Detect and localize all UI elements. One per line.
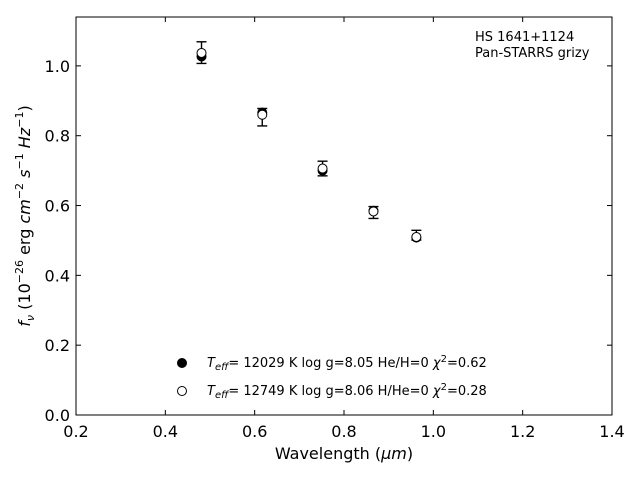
x-axis-ticks: 0.2 0.4 0.6 0.8 1.0 1.2 1.4 — [63, 17, 625, 441]
annotation-survey: Pan-STARRS grizy — [475, 46, 590, 61]
point-open — [196, 47, 207, 58]
x-tick-label: 0.4 — [153, 422, 178, 441]
point-open — [317, 163, 328, 174]
x-tick-label: 1.4 — [599, 422, 624, 441]
x-axis-title: Wavelength (μm) — [275, 444, 413, 463]
legend-marker-filled — [177, 358, 187, 368]
legend-marker-open — [177, 386, 187, 396]
point-open — [257, 109, 268, 120]
y-axis-title: fν (10−26 erg cm−2 s−1 Hz−1) — [13, 105, 37, 326]
legend: Teff= 12029 K log g=8.05 He/H=0 χ2=0.62 … — [177, 354, 487, 401]
y-tick-label: 0.6 — [45, 197, 70, 216]
point-open — [411, 231, 422, 242]
y-axis-ticks: 0.0 0.2 0.4 0.6 0.8 1.0 — [45, 57, 612, 425]
y-tick-label: 0.8 — [45, 127, 70, 146]
legend-label-model-1: Teff= 12029 K log g=8.05 He/H=0 χ2=0.62 — [207, 354, 487, 373]
y-tick-label: 0.4 — [45, 266, 70, 285]
x-tick-label: 0.2 — [63, 422, 88, 441]
x-tick-label: 1.0 — [421, 422, 446, 441]
x-tick-label: 0.6 — [242, 422, 267, 441]
y-tick-label: 1.0 — [45, 57, 70, 76]
y-tick-label: 0.2 — [45, 336, 70, 355]
error-bars — [196, 41, 422, 241]
data-markers — [196, 47, 422, 243]
y-tick-label: 0.0 — [45, 406, 70, 425]
point-open — [368, 206, 379, 217]
legend-label-model-2: Teff= 12749 K log g=8.06 H/He=0 χ2=0.28 — [207, 382, 487, 401]
annotation-object-name: HS 1641+1124 — [475, 30, 574, 45]
x-tick-label: 0.8 — [331, 422, 356, 441]
x-tick-label: 1.2 — [510, 422, 535, 441]
